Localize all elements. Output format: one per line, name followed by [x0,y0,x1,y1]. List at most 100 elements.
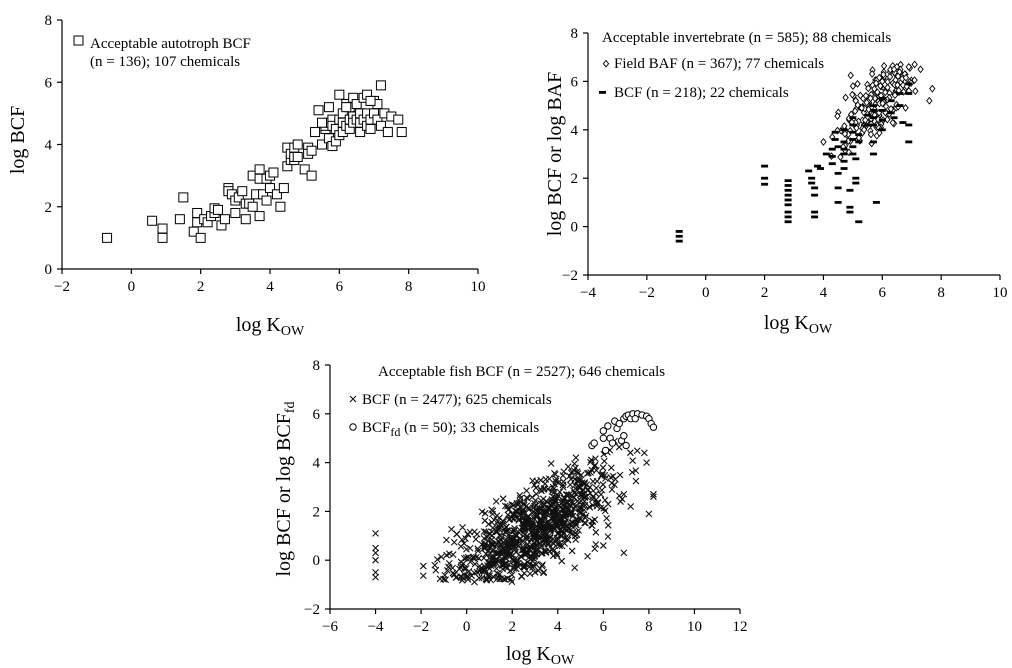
autotroph-y-tick-label: 2 [45,200,53,216]
invertebrate-point [884,115,891,124]
fish-point [549,552,557,560]
fish-point [442,576,449,584]
invertebrate-point [851,107,859,115]
autotroph-point [178,192,189,203]
invertebrate-point [860,125,868,134]
invertebrate-x-tick-label: 2 [761,285,769,301]
invertebrate-point [862,91,870,100]
fish-point [591,545,599,553]
fish-point [553,536,561,544]
fish-point [611,481,618,489]
invertebrate-point [869,116,877,120]
autotroph-point [306,170,317,181]
autotroph-point [102,232,113,243]
fish-point [471,560,479,568]
fish-point [483,575,491,583]
autotroph-point [396,127,407,138]
fish-point [498,562,506,570]
fish-point [436,575,444,583]
autotroph-y-tick-label: 4 [45,138,53,154]
fish-point [500,518,508,526]
fish-point [532,561,540,568]
invertebrate-point [831,130,839,134]
fish-point [500,548,507,556]
invertebrate-point [886,72,894,81]
fish-point [482,550,490,558]
invertebrate-legend-field-baf: Field BAF (n = 367); 77 chemicals [614,56,824,72]
fish-point [600,457,608,465]
invertebrate-point [889,118,896,127]
autotroph-point [375,120,386,131]
invertebrate-point [814,164,822,168]
invertebrate-point [828,155,836,158]
fish-point [530,515,538,522]
fish-point [544,532,552,540]
invertebrate-point [852,181,860,185]
fish-point [562,491,570,498]
fish-point [601,496,609,504]
invertebrate-point [784,203,792,207]
invertebrate-legend-title: Acceptable invertebrate (n = 585); 88 ch… [602,30,891,46]
fish-point [620,490,628,498]
fish-point [496,521,504,528]
fish-point [567,475,575,483]
fish-point [489,524,497,532]
fish-point [599,542,607,549]
fish-series-circle [588,410,658,455]
invertebrate-point [887,99,895,103]
autotroph-point [306,145,317,156]
autotroph-point [261,195,272,206]
invertebrate-point [868,69,876,78]
fish-x-tick-label: 12 [733,619,748,635]
fish-point [513,532,520,540]
fish-point [643,459,650,466]
invertebrate-point [852,176,860,180]
fish-point [488,560,496,567]
fish-point [515,516,523,524]
fish-point [592,455,599,462]
invertebrate-series-dash [675,82,913,243]
invertebrate-point [811,186,819,190]
invertebrate-point [880,70,887,79]
invertebrate-point [890,116,898,120]
fish-point [470,553,477,561]
fish-point [507,576,515,583]
fish-point [517,552,525,560]
fish-point [478,574,486,582]
fish-legend-circle-marker [349,423,357,431]
fish-point [545,475,553,483]
invertebrate-legend-bcf: BCF (n = 218); 22 chemicals [614,85,789,101]
invertebrate-point [894,72,902,81]
invertebrate-point [905,82,913,86]
fish-point [563,522,570,530]
autotroph-point [393,114,404,125]
fish-point [617,498,624,505]
invertebrate-point [840,147,848,151]
fish-x-tick-label: 2 [508,619,516,635]
invertebrate-y-tick-label: 2 [571,171,579,187]
fish-point [584,486,592,494]
fish-point [571,564,579,572]
invertebrate-point [894,81,901,89]
fish-point [372,556,379,564]
invertebrate-point [896,104,904,107]
fish-point [480,528,488,535]
fish-point [460,540,468,547]
fish-point [490,554,498,561]
autotroph-x-axis-label: log KOW [236,314,305,339]
autotroph-legend-square-marker [73,35,84,46]
fish-point [523,541,531,549]
invertebrate-point [902,73,910,82]
fish-point [599,481,607,488]
invertebrate-point [890,65,898,74]
invertebrate-x-tick-label: 4 [820,285,828,301]
fish-point [459,523,466,531]
invertebrate-point [675,239,683,243]
fish-point [563,491,571,498]
fish-point [553,550,561,558]
invertebrate-legend-dash-marker [599,91,606,94]
fish-point [542,497,550,505]
fish-point [539,561,546,568]
autotroph-point [174,214,185,225]
